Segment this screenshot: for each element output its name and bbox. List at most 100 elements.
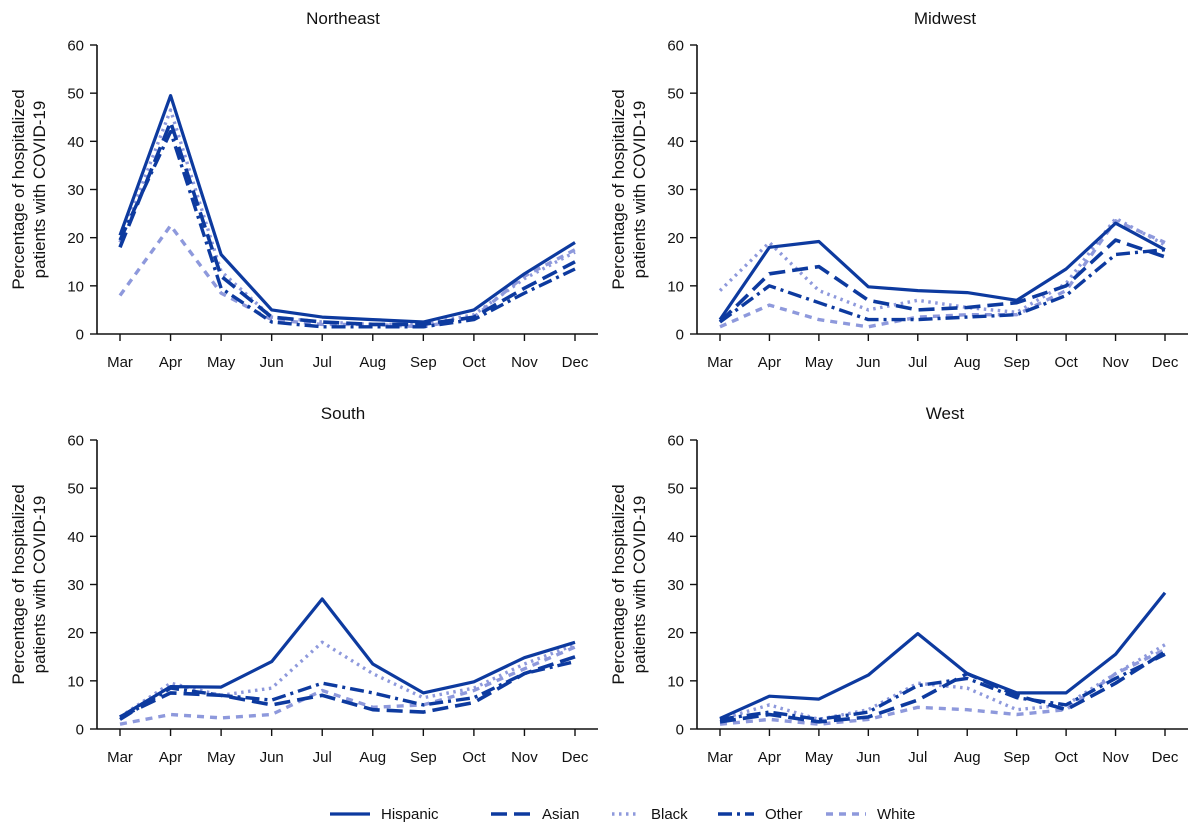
y-tick-label: 10 [67, 673, 84, 690]
x-tick-label: Nov [1102, 354, 1129, 371]
x-tick-label: Dec [1152, 749, 1179, 766]
y-tick-label: 50 [67, 86, 84, 103]
y-tick-label: 30 [67, 577, 84, 594]
x-tick-label: Jun [856, 354, 880, 371]
x-tick-label: Dec [562, 749, 589, 766]
y-tick-label: 20 [667, 230, 684, 247]
panel-west: West Percentage of hospitalized patients w… [609, 404, 1188, 766]
y-tick-label: 40 [67, 529, 84, 546]
panel-title: South [321, 404, 365, 423]
x-tick-label: Sep [1003, 354, 1030, 371]
y-axis-label-line: Percentage of hospitalized [9, 484, 28, 684]
y-tick-label: 10 [67, 278, 84, 295]
y-tick-label: 40 [667, 134, 684, 151]
legend-item-asian: Asian [491, 806, 580, 823]
x-tick-label: Oct [1054, 749, 1078, 766]
series-line-asian [719, 650, 1166, 724]
x-tick-label: Jun [856, 749, 880, 766]
y-axis-label-line: patients with COVID-19 [630, 101, 649, 279]
x-tick-label: Nov [511, 749, 538, 766]
x-tick-label: Sep [410, 749, 437, 766]
x-tick-label: Aug [954, 354, 981, 371]
x-tick-label: Oct [462, 354, 486, 371]
series-line-asian [718, 238, 1166, 324]
x-tick-label: Jul [313, 354, 332, 371]
y-axis-label-line: patients with COVID-19 [630, 496, 649, 674]
y-tick-label: 0 [76, 327, 84, 344]
x-tick-label: Mar [707, 354, 733, 371]
x-tick-label: Jun [260, 354, 284, 371]
x-tick-label: May [207, 354, 236, 371]
x-tick-label: Aug [954, 749, 981, 766]
panel-title: Northeast [306, 9, 380, 28]
y-tick-label: 20 [67, 625, 84, 642]
y-tick-label: 40 [667, 529, 684, 546]
x-tick-label: Sep [410, 354, 437, 371]
x-tick-label: Apr [758, 354, 781, 371]
series-line-hispanic [718, 221, 1166, 321]
series-line-white [119, 645, 576, 726]
y-tick-label: 60 [67, 433, 84, 450]
legend-label: Black [651, 806, 688, 823]
x-tick-label: Apr [159, 354, 182, 371]
legend-item-hispanic: Hispanic [330, 806, 439, 823]
y-axis-label-line: Percentage of hospitalized [609, 484, 628, 684]
y-axis-label-line: patients with COVID-19 [30, 496, 49, 674]
x-tick-label: Aug [359, 354, 386, 371]
legend-item-black: Black [612, 806, 688, 823]
y-axis-label: Percentage of hospitalized patients with … [609, 484, 649, 684]
y-tick-label: 20 [67, 230, 84, 247]
y-axis-label: Percentage of hospitalized patients with … [9, 484, 49, 684]
series-line-other [119, 659, 576, 721]
x-tick-label: May [805, 354, 834, 371]
y-axis-label-line: Percentage of hospitalized [609, 89, 628, 289]
series-line-black [719, 643, 1166, 722]
panel-northeast: Northeast Percentage of hospitalized patie… [9, 9, 598, 371]
panel-south: South Percentage of hospitalized patients … [9, 404, 598, 766]
legend-label: Asian [542, 806, 580, 823]
y-axis-label: Percentage of hospitalized patients with … [9, 89, 49, 289]
x-tick-label: Apr [758, 749, 781, 766]
y-tick-label: 60 [67, 38, 84, 55]
legend-label: Other [765, 806, 803, 823]
legend-item-white: White [826, 806, 915, 823]
y-axis-label: Percentage of hospitalized patients with … [609, 89, 649, 289]
series-line-other [118, 129, 576, 329]
series-line-hispanic [119, 597, 576, 719]
x-tick-label: Nov [1102, 749, 1129, 766]
y-tick-label: 50 [667, 86, 684, 103]
x-tick-label: Mar [107, 354, 133, 371]
series-line-black [119, 640, 576, 719]
legend-label: Hispanic [381, 806, 439, 823]
series-line-other [718, 248, 1166, 324]
y-tick-label: 50 [67, 481, 84, 498]
x-tick-label: Sep [1003, 749, 1030, 766]
x-tick-label: Jul [908, 354, 927, 371]
x-tick-label: Jul [908, 749, 927, 766]
y-axis-label-line: patients with COVID-19 [30, 101, 49, 279]
x-tick-label: Oct [1054, 354, 1078, 371]
series-line-other [719, 652, 1166, 722]
legend-item-other: Other [718, 806, 803, 823]
x-tick-label: Dec [562, 354, 589, 371]
x-tick-label: Nov [511, 354, 538, 371]
y-tick-label: 30 [667, 577, 684, 594]
x-tick-label: Jun [260, 749, 284, 766]
y-tick-label: 30 [67, 182, 84, 199]
y-tick-label: 30 [667, 182, 684, 199]
y-tick-label: 0 [676, 327, 684, 344]
y-tick-label: 20 [667, 625, 684, 642]
y-tick-label: 40 [67, 134, 84, 151]
series-line-hispanic [118, 93, 576, 324]
x-tick-label: Dec [1152, 354, 1179, 371]
y-tick-label: 0 [676, 722, 684, 739]
y-tick-label: 0 [76, 722, 84, 739]
series-line-asian [118, 120, 576, 327]
x-tick-label: Oct [462, 749, 486, 766]
series-line-white [719, 219, 1166, 329]
y-axis-label-line: Percentage of hospitalized [9, 89, 28, 289]
panel-title: West [926, 404, 965, 423]
panel-title: Midwest [914, 9, 977, 28]
x-tick-label: May [805, 749, 834, 766]
